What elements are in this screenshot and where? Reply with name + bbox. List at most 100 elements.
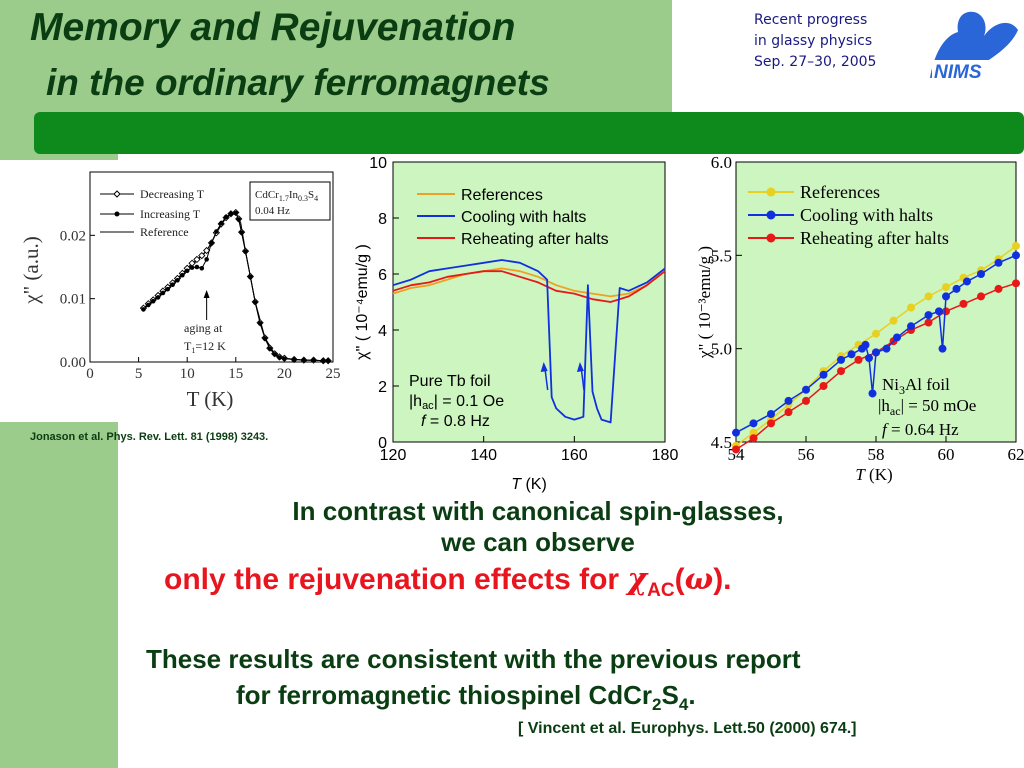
legend-label: Reheating after halts — [461, 231, 609, 248]
point-increasing-t — [199, 265, 205, 271]
aging-sub: 1 — [191, 346, 195, 355]
body-line-5: for ferromagnetic thiospinel CdCr2S4. — [236, 680, 696, 715]
series-cooling-with-halts-point — [861, 340, 870, 349]
point-increasing-t — [175, 278, 180, 283]
point-increasing-t — [277, 355, 282, 360]
series-cooling-with-halts-point — [1012, 251, 1020, 260]
legend-marker — [113, 190, 121, 198]
series-cooling-with-halts-point — [994, 258, 1003, 267]
field-symbol: |h — [409, 393, 422, 410]
halt-arrow-head — [540, 362, 548, 372]
period: . — [688, 680, 696, 710]
legend-label: References — [461, 187, 543, 204]
y-tick-label: 0.00 — [60, 355, 86, 371]
header-band — [34, 112, 1024, 154]
series-reheating-after-halts-point — [977, 292, 985, 301]
x-axis-label: T (K) — [511, 476, 547, 493]
point-increasing-t — [214, 229, 219, 234]
field-value: | = 50 mOe — [901, 396, 977, 415]
sample-name: Ni3Al foil — [882, 375, 950, 397]
y-tick-label: 8 — [378, 211, 387, 228]
body-line-2: we can observe — [441, 527, 635, 557]
point-increasing-t — [282, 356, 287, 362]
formula-sub: 0.3 — [298, 194, 308, 203]
sample-frequency: f = 0.8 Hz — [421, 413, 490, 430]
point-increasing-t — [180, 272, 185, 278]
series-reheating-after-halts-point — [767, 419, 775, 428]
x-tick-label: 58 — [868, 445, 885, 464]
plot-area — [392, 161, 666, 443]
point-increasing-t — [262, 336, 268, 341]
x-tick-label: 56 — [798, 445, 815, 464]
sample-name: Pure Tb foil — [409, 373, 491, 390]
series-cooling-with-halts-point — [942, 292, 950, 301]
point-increasing-t — [320, 358, 326, 364]
sample-frequency: f = 0.64 Hz — [882, 420, 959, 439]
point-increasing-t — [228, 211, 234, 217]
series-reheating-after-halts-point — [854, 355, 863, 364]
series-cooling-with-halts-point — [872, 348, 880, 357]
paren-open: ( — [674, 563, 685, 596]
aging-value: =12 K — [195, 339, 226, 353]
formula-part: S — [308, 189, 314, 201]
y-tick-label: 10 — [369, 155, 387, 172]
aging-label: aging at — [184, 321, 223, 335]
field-sub: ac — [890, 404, 901, 418]
y-tick-label: 5.0 — [711, 340, 732, 359]
chart-ni3al-foil: 54 56 58 60 62 4.5 5.0 5.5 6.0 T (K) χ" ( 10⁻³emu/… — [695, 153, 1024, 484]
point-decreasing-t — [203, 246, 211, 255]
series-reheating-after-halts-point — [819, 382, 828, 390]
series-cooling-with-halts-point — [935, 307, 943, 316]
legend-label: Decreasing T — [140, 187, 205, 201]
series-cooling-with-halts-point — [749, 419, 758, 428]
y-tick-label: 4 — [378, 323, 387, 340]
legend-marker — [766, 210, 776, 220]
legend-label: Reference — [140, 225, 189, 239]
series-reheating-after-halts-point — [837, 367, 845, 376]
point-increasing-t — [257, 321, 263, 326]
body-line-5-text: for ferromagnetic thiospinel CdCr — [236, 680, 653, 710]
page-title: Memory and Rejuvenation — [30, 6, 516, 49]
y-axis-label: χ" (a.u.) — [19, 236, 43, 304]
y-tick-label: 6.0 — [711, 153, 732, 172]
chi-symbol: χ — [627, 562, 648, 597]
series-references-point — [889, 316, 898, 325]
point-increasing-t — [267, 346, 273, 351]
conference-line-3: Sep. 27–30, 2005 — [754, 54, 877, 70]
aging-arrow-head — [203, 290, 210, 298]
point-increasing-t — [291, 357, 297, 362]
figure-panel-left: 0 5 10 15 20 25 0.00 0.01 0.02 T (K) χ" (a.u.) Decr… — [0, 160, 345, 422]
point-increasing-t — [146, 302, 151, 308]
point-increasing-t — [209, 240, 214, 246]
series-reheating-after-halts-point — [802, 396, 810, 405]
point-increasing-t — [248, 274, 253, 280]
point-increasing-t — [189, 265, 195, 270]
y-tick-label: 0.02 — [60, 228, 86, 244]
series-reheating-after-halts-point — [959, 299, 968, 308]
x-tick-label: 20 — [277, 366, 292, 382]
series-cooling-with-halts-point — [952, 284, 961, 293]
x-tick-label: 15 — [228, 366, 243, 382]
conference-info: Recent progress in glassy physics Sep. 2… — [754, 10, 876, 73]
series-cooling-with-halts-point — [767, 410, 775, 418]
s-letter: S — [661, 680, 679, 710]
logo-text: NIMS — [934, 62, 982, 83]
point-increasing-t — [272, 352, 277, 357]
series-cooling-with-halts-point — [868, 389, 877, 398]
paren-close: ). — [713, 563, 732, 596]
formula-part: CdCr — [255, 189, 279, 201]
legend-marker — [766, 187, 776, 197]
point-increasing-t — [160, 290, 166, 296]
series-references-point — [924, 292, 933, 301]
series-references-point — [942, 283, 950, 292]
x-tick-label: 60 — [938, 445, 955, 464]
x-axis-unit: (K) — [521, 476, 547, 493]
sample-frequency: 0.04 Hz — [255, 205, 290, 217]
x-tick-label: 25 — [326, 366, 341, 382]
y-tick-label: 4.5 — [711, 433, 732, 452]
ac-subscript: AC — [647, 580, 675, 601]
series-references-point — [749, 428, 758, 437]
legend-marker — [114, 211, 120, 217]
x-tick-label: 160 — [561, 447, 588, 464]
series-cooling-with-halts-point — [784, 396, 793, 405]
